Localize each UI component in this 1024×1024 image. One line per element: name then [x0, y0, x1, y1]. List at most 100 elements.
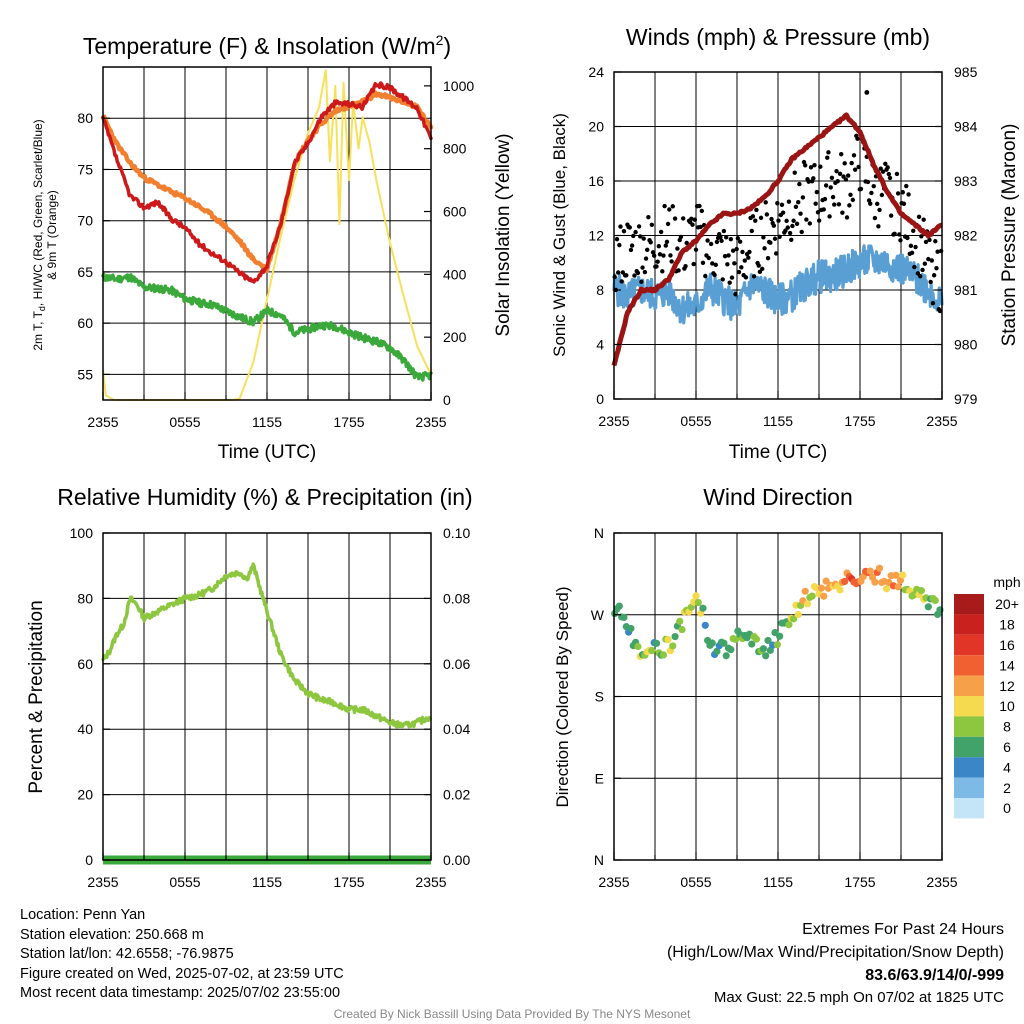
gust-point: [816, 218, 822, 223]
gust-point: [818, 164, 823, 169]
gust-point: [657, 252, 663, 257]
gust-point: [815, 210, 821, 215]
gust-point: [930, 301, 936, 306]
gust-point: [765, 256, 771, 261]
gust-point: [756, 263, 761, 268]
gust-point: [706, 255, 711, 261]
colorbar-label: 14: [999, 657, 1015, 673]
direction-point: [882, 585, 891, 593]
gust-point: [618, 224, 623, 229]
y-tick-label: 0: [85, 852, 93, 868]
colorbar-swatch: [954, 655, 984, 676]
gust-point: [753, 218, 758, 223]
y-tick-label: 40: [77, 721, 93, 737]
gust-point: [908, 243, 914, 249]
x-tick-label: 2355: [415, 414, 446, 430]
direction-point: [627, 624, 635, 633]
figure-created: Figure created on Wed, 2025-07-02, at 23…: [20, 965, 344, 982]
gust-point: [858, 186, 864, 192]
gust-point: [872, 215, 878, 221]
direction-point: [871, 578, 879, 586]
direction-point: [694, 598, 702, 607]
y2-tick-label: 980: [954, 337, 978, 353]
x-tick-label: 1755: [844, 413, 875, 429]
direction-point: [762, 652, 770, 660]
gust-point: [887, 175, 893, 181]
gust-point: [763, 200, 768, 205]
humidity-y-axis-label: Percent & Precipitation: [26, 600, 47, 793]
wind-grid: [614, 72, 942, 399]
gust-point: [933, 239, 938, 244]
colorbar-label: 0: [1003, 800, 1011, 816]
gust-point: [641, 236, 646, 241]
gust-point: [804, 217, 809, 222]
y-tick-label: 0: [596, 391, 604, 407]
gust-point: [661, 253, 666, 258]
gust-point: [703, 273, 708, 279]
wind-y-axis-label: Sonic Wind & Gust (Blue, Black): [550, 113, 569, 357]
wind-ticks: 2355 0555 1155 1755 2355 0 4 8 12 16 20 24 979 980 981…: [588, 64, 977, 429]
gust-point: [760, 266, 765, 272]
colorbar-swatch: [954, 736, 984, 758]
gust-point: [720, 277, 725, 282]
gust-point: [892, 231, 897, 236]
gust-point: [769, 216, 774, 222]
gust-point: [750, 214, 756, 219]
direction-point: [841, 577, 849, 586]
gust-point: [668, 253, 673, 258]
x-tick-label: 2355: [87, 414, 118, 430]
gust-point: [773, 251, 779, 256]
direction-point: [785, 621, 793, 629]
gust-point: [852, 167, 858, 172]
y2-tick-label: 1000: [443, 78, 474, 94]
gust-point: [800, 195, 806, 200]
direction-point: [620, 613, 628, 622]
gust-point: [779, 202, 785, 207]
gust-point: [827, 214, 832, 219]
gust-point: [894, 171, 900, 177]
gust-point: [879, 192, 885, 198]
y2-tick-label: 983: [954, 173, 978, 189]
gust-point: [790, 223, 795, 229]
gust-point: [826, 150, 831, 155]
gust-point: [718, 235, 723, 240]
gust-point: [911, 228, 916, 234]
gust-point: [672, 216, 678, 221]
gust-point: [733, 292, 738, 297]
gust-point: [735, 236, 741, 241]
gust-point: [825, 155, 830, 160]
gust-point: [615, 270, 621, 275]
gust-point: [791, 218, 796, 223]
gust-point: [839, 152, 844, 157]
gust-point: [667, 207, 672, 212]
gust-point: [758, 215, 764, 220]
gust-point: [743, 275, 749, 280]
direction-point: [776, 632, 784, 640]
gust-point: [710, 261, 715, 266]
gust-point: [928, 279, 933, 285]
gust-point: [697, 203, 702, 209]
y2-tick-label: 800: [443, 141, 467, 157]
gust-point: [699, 208, 705, 214]
x-tick-label: 2355: [415, 874, 446, 890]
wind-direction-ticks: 2355 0555 1155 1755 2355 N E S W N: [591, 525, 958, 890]
extremes-subtitle: (High/Low/Max Wind/Precipitation/Snow De…: [667, 944, 1004, 961]
colorbar-label: 10: [999, 698, 1015, 714]
y-tick-label: N: [594, 525, 604, 541]
gust-point: [878, 166, 883, 171]
direction-point: [664, 635, 672, 644]
gust-point: [840, 210, 845, 215]
dewpoint-line: [101, 272, 433, 382]
gust-point: [808, 165, 814, 170]
gust-point: [664, 239, 670, 244]
station-location: Location: Penn Yan: [20, 907, 146, 923]
gust-point: [730, 248, 736, 253]
gust-point: [868, 201, 873, 206]
gust-point: [822, 196, 828, 202]
gust-point: [803, 163, 808, 168]
x-tick-label: 1155: [252, 414, 282, 430]
x-tick-label: 2355: [87, 874, 118, 890]
gust-point: [764, 212, 770, 217]
gust-point: [656, 244, 662, 249]
